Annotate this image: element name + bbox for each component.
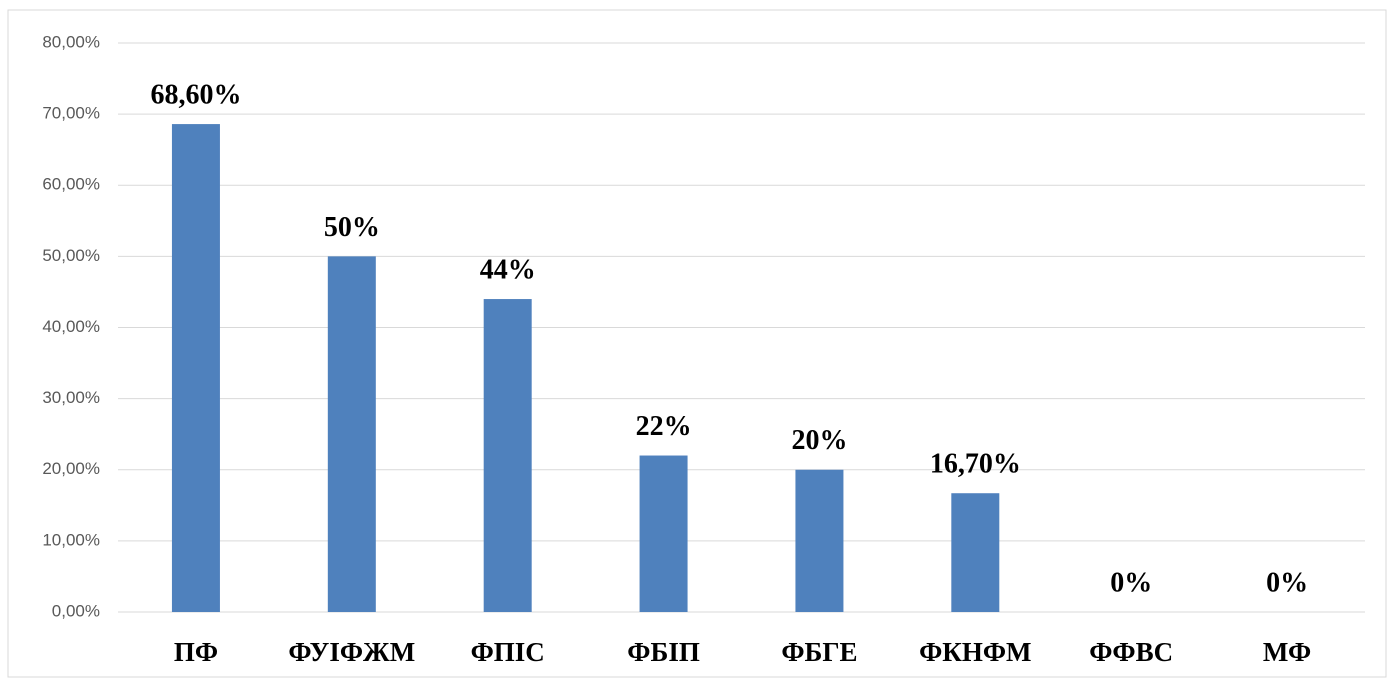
data-label: 0%: [1110, 567, 1152, 598]
bar: [795, 469, 844, 612]
bar: [171, 124, 220, 613]
x-tick-label: ФБГЕ: [781, 637, 857, 667]
data-label: 22%: [636, 411, 692, 442]
bar: [951, 493, 1000, 612]
y-tick-label: 30,00%: [42, 388, 100, 407]
y-tick-label: 50,00%: [42, 246, 100, 265]
x-tick-label: ПФ: [174, 637, 218, 667]
bar: [483, 299, 532, 612]
y-tick-label: 70,00%: [42, 104, 100, 123]
bar: [327, 256, 376, 612]
x-tick-label: ФБІП: [627, 637, 700, 667]
y-tick-label: 10,00%: [42, 530, 100, 549]
data-label: 16,70%: [930, 449, 1021, 480]
data-label: 50%: [324, 212, 380, 243]
data-label: 0%: [1266, 567, 1308, 598]
chart-border: [7, 9, 1387, 678]
x-tick-label: ФКНФМ: [919, 637, 1031, 667]
x-tick-label: ФПІС: [471, 637, 545, 667]
y-tick-label: 80,00%: [42, 32, 100, 51]
y-tick-label: 0,00%: [52, 601, 100, 620]
data-label: 20%: [791, 425, 847, 456]
x-tick-label: МФ: [1263, 637, 1311, 667]
y-tick-label: 40,00%: [42, 317, 100, 336]
y-tick-label: 60,00%: [42, 175, 100, 194]
data-label: 44%: [480, 254, 536, 285]
x-tick-label: ФФВС: [1089, 637, 1173, 667]
data-label: 68,60%: [150, 80, 241, 111]
bar: [639, 455, 688, 612]
x-tick-label: ФУІФЖМ: [288, 637, 415, 667]
y-tick-label: 20,00%: [42, 459, 100, 478]
